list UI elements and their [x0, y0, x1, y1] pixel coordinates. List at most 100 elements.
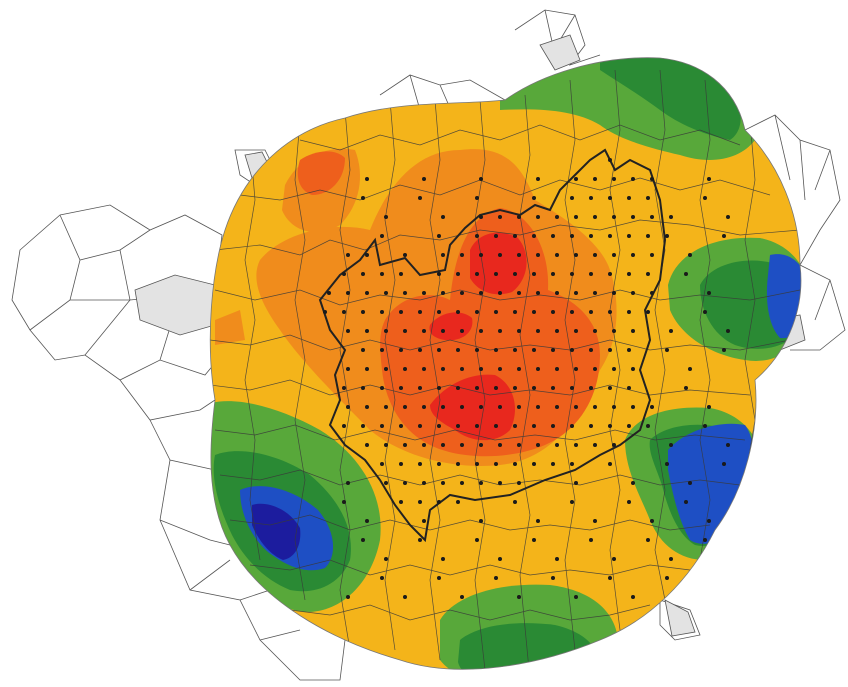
- municipality-borders: [210, 69, 801, 670]
- grid-dot: [612, 557, 616, 561]
- grid-dot: [536, 519, 540, 523]
- grid-dot: [479, 291, 483, 295]
- grid-dot: [646, 234, 650, 238]
- grid-dot: [555, 557, 559, 561]
- grid-dot: [650, 253, 654, 257]
- grid-dot: [532, 348, 536, 352]
- grid-dot: [479, 215, 483, 219]
- cool-zone-east: [668, 237, 801, 361]
- grid-dot: [422, 177, 426, 181]
- grid-dot: [380, 386, 384, 390]
- grid-dot: [456, 386, 460, 390]
- grid-dot: [555, 253, 559, 257]
- grid-dot: [612, 329, 616, 333]
- grid-dot: [441, 215, 445, 219]
- cool-zone-southwest: [210, 401, 381, 612]
- grid-dot: [494, 310, 498, 314]
- grid-dot: [384, 329, 388, 333]
- grid-dot: [437, 310, 441, 314]
- grid-dot: [437, 272, 441, 276]
- grid-dot: [703, 310, 707, 314]
- grid-dot: [593, 177, 597, 181]
- grid-dot: [570, 348, 574, 352]
- grid-dot: [593, 405, 597, 409]
- grid-dot: [684, 500, 688, 504]
- grid-dot: [380, 348, 384, 352]
- grid-dot: [422, 443, 426, 447]
- grid-dot: [361, 310, 365, 314]
- grid-dot: [669, 329, 673, 333]
- grid-dot: [532, 538, 536, 542]
- grid-dot: [384, 215, 388, 219]
- grid-dot: [703, 424, 707, 428]
- grid-dot: [475, 196, 479, 200]
- grid-dot: [589, 386, 593, 390]
- grid-dot: [437, 234, 441, 238]
- grid-dot: [475, 234, 479, 238]
- grid-dot: [593, 443, 597, 447]
- grid-dot: [346, 595, 350, 599]
- grid-dot: [418, 538, 422, 542]
- grid-dot: [437, 500, 441, 504]
- grid-dot: [627, 386, 631, 390]
- grid-dot: [403, 481, 407, 485]
- grid-dot: [646, 538, 650, 542]
- grid-dot: [361, 196, 365, 200]
- grid-dot: [422, 519, 426, 523]
- grid-dot: [589, 196, 593, 200]
- grid-dot: [707, 177, 711, 181]
- grid-dot: [513, 272, 517, 276]
- grid-dot: [422, 367, 426, 371]
- grid-dot: [574, 177, 578, 181]
- grid-dot: [437, 424, 441, 428]
- grid-dot: [365, 405, 369, 409]
- grid-dot: [513, 234, 517, 238]
- grid-dot: [475, 538, 479, 542]
- grid-dot: [726, 443, 730, 447]
- grid-dot: [574, 253, 578, 257]
- grid-dot: [456, 272, 460, 276]
- grid-dot: [399, 386, 403, 390]
- grid-dot: [631, 405, 635, 409]
- grid-dot: [441, 253, 445, 257]
- grid-dot: [399, 348, 403, 352]
- grid-dot: [460, 481, 464, 485]
- grid-dot: [517, 595, 521, 599]
- grid-dot: [551, 424, 555, 428]
- grid-dot: [346, 367, 350, 371]
- grid-dot: [726, 215, 730, 219]
- grid-dot: [707, 519, 711, 523]
- grid-dot: [494, 386, 498, 390]
- grid-dot: [536, 291, 540, 295]
- grid-dot: [551, 348, 555, 352]
- grid-dot: [589, 538, 593, 542]
- grid-dot: [418, 500, 422, 504]
- grid-dot: [589, 348, 593, 352]
- grid-dot: [631, 215, 635, 219]
- grid-dot: [532, 462, 536, 466]
- grid-dot: [403, 405, 407, 409]
- grid-dot: [441, 329, 445, 333]
- grid-dot: [384, 443, 388, 447]
- grid-dot: [475, 310, 479, 314]
- grid-dot: [456, 424, 460, 428]
- grid-dot: [437, 576, 441, 580]
- grid-dot: [593, 215, 597, 219]
- grid-dot: [456, 310, 460, 314]
- grid-dot: [365, 291, 369, 295]
- grid-dot: [513, 310, 517, 314]
- grid-dot: [422, 481, 426, 485]
- grid-dot: [498, 215, 502, 219]
- grid-dot: [627, 272, 631, 276]
- grid-dot: [346, 405, 350, 409]
- grid-dot: [361, 538, 365, 542]
- grid-dot: [441, 367, 445, 371]
- grid-dot: [456, 348, 460, 352]
- grid-dot: [346, 253, 350, 257]
- grid-dot: [517, 481, 521, 485]
- grid-dot: [418, 424, 422, 428]
- grid-dot: [532, 272, 536, 276]
- grid-dot: [627, 234, 631, 238]
- grid-dot: [498, 557, 502, 561]
